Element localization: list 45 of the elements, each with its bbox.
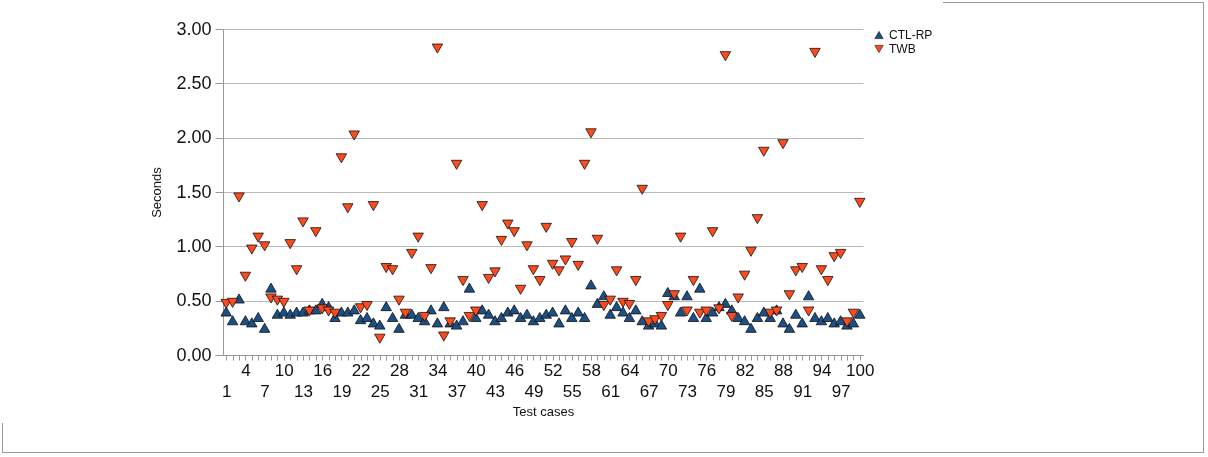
x-tick-label: 31 bbox=[409, 381, 429, 401]
x-tick-label: 22 bbox=[351, 360, 371, 380]
y-tick-label: 1.00 bbox=[176, 235, 212, 256]
y-tick-label: 1.50 bbox=[176, 181, 212, 202]
x-tick-label: 10 bbox=[274, 360, 294, 380]
x-tick-label: 79 bbox=[716, 381, 736, 401]
x-tick-label: 7 bbox=[260, 381, 270, 401]
x-tick-label: 88 bbox=[774, 360, 793, 380]
y-axis-title: Seconds bbox=[149, 166, 165, 218]
x-tick-label: 25 bbox=[370, 381, 390, 401]
x-tick-label: 76 bbox=[697, 360, 717, 380]
x-tick-label: 49 bbox=[524, 381, 544, 401]
x-tick-label: 19 bbox=[332, 381, 352, 401]
x-tick-label: 43 bbox=[486, 381, 505, 401]
x-tick-label: 97 bbox=[831, 381, 851, 401]
legend-label: CTL-RP bbox=[889, 28, 933, 42]
y-tick-label: 2.50 bbox=[176, 72, 212, 93]
x-tick-label: 28 bbox=[390, 360, 409, 380]
x-tick-label: 37 bbox=[447, 381, 467, 401]
x-tick-label: 55 bbox=[562, 381, 582, 401]
x-tick-label: 13 bbox=[294, 381, 313, 401]
x-tick-label: 91 bbox=[793, 381, 813, 401]
y-tick-label: 0.00 bbox=[176, 344, 212, 365]
x-tick-label: 58 bbox=[582, 360, 601, 380]
y-tick-label: 2.00 bbox=[176, 127, 212, 148]
x-tick-label: 4 bbox=[241, 360, 251, 380]
x-tick-label: 82 bbox=[735, 360, 755, 380]
x-tick-label: 52 bbox=[543, 360, 563, 380]
x-axis-title: Test cases bbox=[512, 403, 575, 419]
x-tick-label: 46 bbox=[505, 360, 525, 380]
x-tick-label: 61 bbox=[601, 381, 621, 401]
x-tick-label: 85 bbox=[754, 381, 774, 401]
y-tick-label: 3.00 bbox=[176, 18, 212, 39]
x-tick-label: 70 bbox=[658, 360, 678, 380]
x-tick-label: 16 bbox=[313, 360, 333, 380]
x-tick-label: 73 bbox=[678, 381, 697, 401]
x-tick-label: 64 bbox=[620, 360, 640, 380]
x-tick-label: 40 bbox=[466, 360, 486, 380]
x-tick-label: 67 bbox=[639, 381, 659, 401]
x-tick-label: 94 bbox=[812, 360, 832, 380]
x-tick-label: 100 bbox=[846, 360, 875, 380]
x-tick-label: 1 bbox=[221, 381, 232, 401]
x-tick-label: 34 bbox=[428, 360, 448, 380]
legend-label: TWB bbox=[889, 42, 916, 56]
y-tick-label: 0.50 bbox=[176, 290, 212, 311]
